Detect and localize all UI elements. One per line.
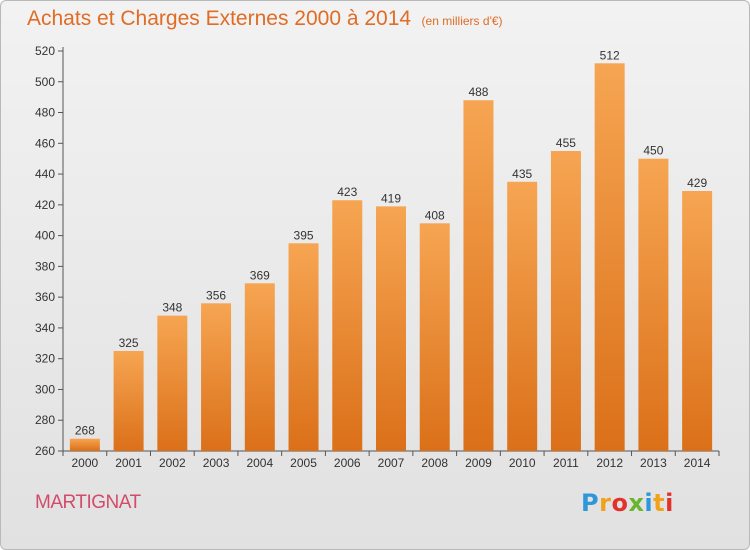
data-label: 455 [556, 136, 576, 150]
y-tick-label: 460 [35, 136, 55, 150]
logo-letter: r [599, 489, 612, 517]
x-tick-label: 2009 [465, 456, 492, 470]
x-tick-label: 2000 [72, 456, 99, 470]
data-label: 408 [425, 208, 445, 222]
bar [682, 191, 713, 451]
y-tick-label: 440 [35, 167, 55, 181]
logo-letter: i [644, 489, 654, 517]
bar [332, 200, 363, 451]
logo-letter: P [581, 489, 600, 517]
bar [69, 438, 100, 451]
data-label: 348 [162, 301, 182, 315]
x-tick-label: 2011 [553, 456, 579, 470]
x-tick-label: 2005 [290, 456, 317, 470]
x-tick-label: 2013 [640, 456, 667, 470]
bar [113, 351, 144, 451]
logo-letter: i [665, 489, 674, 517]
y-tick-label: 400 [35, 229, 55, 243]
bar [507, 181, 538, 451]
y-tick-label: 320 [35, 352, 55, 366]
bar [201, 303, 232, 451]
logo-letter: t [653, 489, 666, 517]
data-label: 356 [206, 288, 226, 302]
logo-letter: x [628, 489, 645, 517]
y-tick-label: 480 [35, 106, 55, 120]
title-row: Achats et Charges Externes 2000 à 2014 (… [27, 7, 503, 31]
y-tick-label: 380 [35, 259, 55, 273]
bar [419, 223, 450, 451]
x-tick-label: 2014 [684, 456, 711, 470]
x-tick-label: 2008 [421, 456, 448, 470]
data-label: 369 [250, 268, 270, 282]
bars: 268 325 348 356 369 395 423 419 408 488 435 455 512 4… [69, 48, 713, 452]
data-label: 435 [512, 167, 532, 181]
data-label: 419 [381, 191, 401, 205]
data-label: 450 [643, 144, 663, 158]
y-tick-label: 500 [35, 75, 55, 89]
data-label: 512 [600, 48, 620, 62]
data-label: 429 [687, 176, 707, 190]
bar [638, 158, 669, 451]
x-tick-label: 2006 [334, 456, 361, 470]
bar [288, 243, 319, 451]
x-tick-label: 2001 [115, 456, 142, 470]
logo-letter: o [611, 489, 629, 517]
chart-unit: (en milliers d'€) [421, 14, 503, 28]
bar [376, 206, 406, 451]
x-tick-label: 2004 [246, 456, 273, 470]
bar [244, 283, 275, 451]
y-axis: 260 280 300 320 340 360 380 400 420 440 460 480 500 5… [35, 44, 64, 458]
x-tick-label: 2002 [159, 456, 186, 470]
bar [594, 63, 625, 452]
x-tick-label: 2007 [378, 456, 405, 470]
proxiti-logo: Proxiti [581, 489, 674, 517]
y-tick-label: 300 [35, 382, 55, 396]
y-tick-label: 420 [35, 198, 55, 212]
commune-name: MARTIGNAT [35, 492, 141, 513]
y-tick-label: 260 [35, 444, 55, 458]
x-tick-label: 2010 [509, 456, 536, 470]
x-tick-label: 2012 [596, 456, 623, 470]
data-label: 488 [468, 85, 488, 99]
bar [550, 151, 581, 451]
y-tick-label: 340 [35, 321, 55, 335]
bar [157, 315, 188, 451]
data-label: 268 [75, 424, 95, 438]
data-label: 325 [119, 336, 139, 350]
y-tick-label: 360 [35, 290, 55, 304]
chart-title: Achats et Charges Externes 2000 à 2014 [27, 7, 412, 30]
y-tick-label: 520 [35, 44, 55, 58]
data-label: 423 [337, 185, 357, 199]
x-tick-label: 2003 [203, 456, 230, 470]
x-axis: 2000 2001 2002 2003 2004 2005 2006 2007 2008 2009… [62, 450, 720, 470]
y-tick-label: 280 [35, 413, 55, 427]
data-label: 395 [294, 228, 314, 242]
bar [463, 100, 494, 451]
